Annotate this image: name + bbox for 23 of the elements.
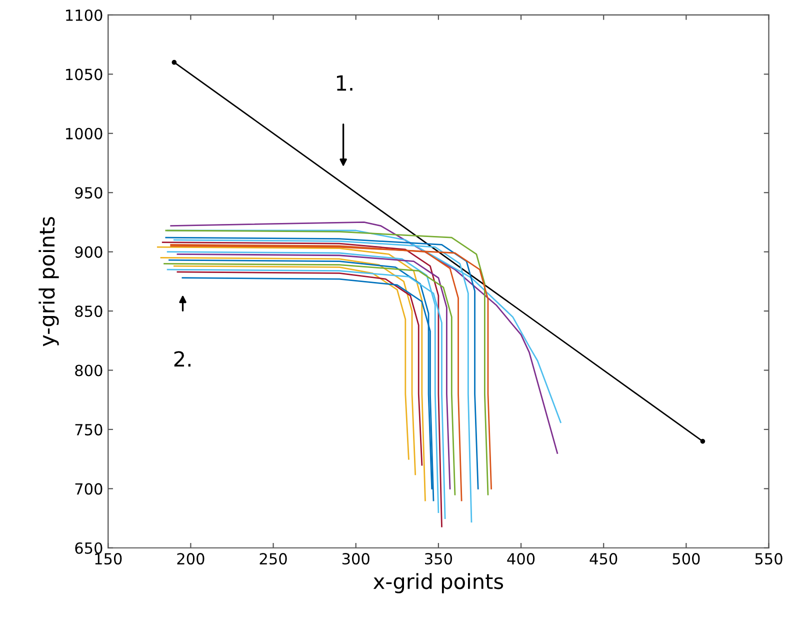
y-tick-label: 950: [75, 187, 102, 199]
annotation: 1.: [336, 75, 352, 91]
y-tick-label: 850: [75, 305, 102, 318]
x-tick-label: 150: [95, 553, 122, 565]
x-tick-label: 550: [755, 553, 782, 565]
x-tick-label: 450: [590, 553, 618, 565]
y-tick-label: 1050: [66, 68, 102, 80]
y-axis-title: y-grid points: [38, 216, 59, 346]
y-tick-label: 700: [75, 483, 102, 495]
x-tick-label: 200: [177, 553, 204, 565]
y-tick-label: 1100: [66, 9, 102, 21]
x-axis-title: x-grid points: [373, 573, 504, 594]
y-tick-label: 800: [75, 364, 102, 376]
y-tick-label: 650: [75, 542, 102, 554]
x-tick-label: 300: [342, 553, 370, 565]
x-tick-label: 250: [260, 553, 287, 565]
x-tick-label: 500: [672, 553, 700, 565]
annotation: 2.: [174, 351, 190, 367]
y-tick-label: 750: [75, 424, 102, 436]
x-tick-label: 350: [425, 553, 452, 565]
y-tick-label: 900: [75, 246, 102, 258]
x-tick-label: 400: [507, 553, 535, 565]
y-tick-label: 1000: [66, 128, 102, 140]
